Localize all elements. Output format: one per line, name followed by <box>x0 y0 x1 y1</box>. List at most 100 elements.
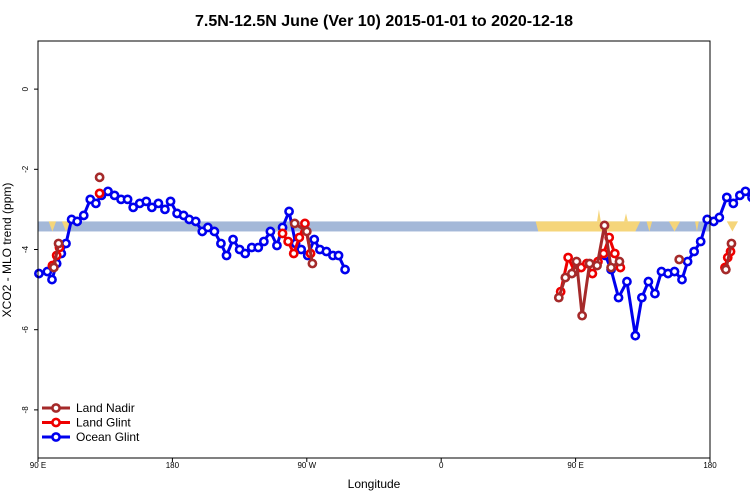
x-tick-label: 90 W <box>297 461 316 470</box>
land-glint-point <box>609 248 620 259</box>
ocean-glint-point <box>321 246 332 257</box>
land-nadir-point <box>301 226 312 237</box>
ocean-glint-point <box>333 250 344 261</box>
land-glint-point <box>277 228 288 239</box>
land-fill-shape <box>695 221 699 232</box>
ocean-glint-point <box>272 240 282 251</box>
ocean-glint-point <box>677 274 687 285</box>
land-fill-shape <box>668 221 681 232</box>
ocean-glint-point <box>682 256 693 267</box>
legend-marker-land-glint <box>51 417 61 428</box>
land-nadir-point <box>571 256 582 267</box>
series-ocean-glint <box>34 186 750 341</box>
reference-band-rect <box>38 221 710 232</box>
ocean-glint-point <box>636 292 647 303</box>
ocean-glint-point <box>228 234 238 245</box>
legend-label-ocean-glint: Ocean Glint <box>76 430 140 444</box>
series-layer <box>34 172 750 341</box>
land-glint-point <box>288 248 299 259</box>
land-fill-shape <box>48 221 57 232</box>
y-tick-label: -2 <box>21 165 30 173</box>
land-nadir-point <box>584 258 595 269</box>
ocean-glint-point <box>153 198 164 209</box>
ocean-glint-point <box>90 198 101 209</box>
land-nadir-point <box>592 260 602 271</box>
land-fill-shape <box>61 221 71 232</box>
ocean-glint-point <box>78 210 89 221</box>
land-glint-point <box>294 232 305 243</box>
y-tick-label: 0 <box>21 86 30 91</box>
ocean-glint-point <box>202 222 213 233</box>
land-nadir-point <box>289 218 300 229</box>
ocean-glint-point <box>643 276 654 287</box>
ocean-glint-point <box>42 266 53 277</box>
ocean-glint-point <box>240 248 251 259</box>
land-nadir-point <box>94 172 105 183</box>
ocean-glint-point <box>165 196 176 207</box>
ocean-glint-point <box>284 206 294 217</box>
legend-label-land-nadir: Land Nadir <box>76 401 135 415</box>
y-tick-label: -8 <box>21 406 30 414</box>
x-tick-label: 0 <box>439 461 444 470</box>
land-nadir-point <box>560 272 571 283</box>
land-fill-shape <box>597 209 601 222</box>
y-tick-label: -4 <box>21 245 30 253</box>
ocean-glint-point <box>128 202 139 213</box>
x-tick-label: 180 <box>166 461 180 470</box>
ocean-glint-point <box>160 204 170 215</box>
ocean-glint-point <box>689 246 700 257</box>
ocean-glint-point <box>695 236 706 247</box>
land-nadir-point <box>720 264 731 275</box>
land-nadir-point <box>614 256 625 267</box>
ocean-glint-point <box>146 202 157 213</box>
land-fill-shape <box>624 213 628 222</box>
land-glint-point <box>563 252 574 263</box>
ocean-glint-point <box>721 192 732 203</box>
ocean-glint-point <box>650 288 660 299</box>
land-nadir-point <box>606 262 616 273</box>
x-tick-label: 90 E <box>30 461 46 470</box>
x-tick-label: 90 E <box>567 461 583 470</box>
ocean-glint-point <box>109 190 120 201</box>
ocean-glint-point <box>340 264 350 275</box>
x-axis-label: Longitude <box>348 477 401 491</box>
ocean-glint-point <box>141 196 152 207</box>
ocean-glint-point <box>209 226 220 237</box>
ocean-glint-point <box>728 198 739 209</box>
land-nadir-point <box>553 292 564 303</box>
y-axis: 0 -2 -4 -6 -8 <box>21 86 38 413</box>
ocean-glint-point <box>669 266 680 277</box>
land-nadir-point <box>599 220 610 231</box>
x-axis: 90 E 180 90 W 0 90 E 180 <box>30 458 717 470</box>
land-nadir-point <box>577 310 588 321</box>
y-axis-label: XCO2 - MLO trend (ppm) <box>0 183 14 318</box>
ocean-glint-point <box>740 186 750 197</box>
ocean-glint-point <box>34 268 44 279</box>
legend-label-land-glint: Land Glint <box>76 416 131 430</box>
land-fill-shape <box>535 221 641 232</box>
land-glint-point <box>300 218 310 229</box>
land-nadir-point <box>48 262 59 273</box>
land-nadir-point <box>307 258 318 269</box>
land-fill-shape <box>646 221 653 232</box>
land-nadir-point <box>566 268 577 279</box>
ocean-glint-point <box>122 194 133 205</box>
ocean-glint-point <box>630 330 641 341</box>
ocean-glint-point <box>190 216 201 227</box>
legend-marker-ocean-glint <box>51 432 61 442</box>
chart-title: 7.5N-12.5N June (Ver 10) 2015-01-01 to 2… <box>195 13 573 30</box>
land-nadir-point <box>674 254 685 265</box>
ocean-glint-point <box>47 274 57 285</box>
ocean-glint-point <box>613 292 624 303</box>
x-tick-label: 180 <box>703 461 717 470</box>
ocean-glint-point <box>714 212 725 223</box>
land-nadir-point <box>726 238 737 249</box>
ocean-glint-point <box>221 250 232 261</box>
ocean-glint-point <box>622 276 632 287</box>
ocean-glint-point <box>103 186 113 197</box>
legend-marker-land-nadir <box>51 403 61 413</box>
series-land-nadir <box>48 172 737 321</box>
ocean-glint-point <box>216 238 226 249</box>
